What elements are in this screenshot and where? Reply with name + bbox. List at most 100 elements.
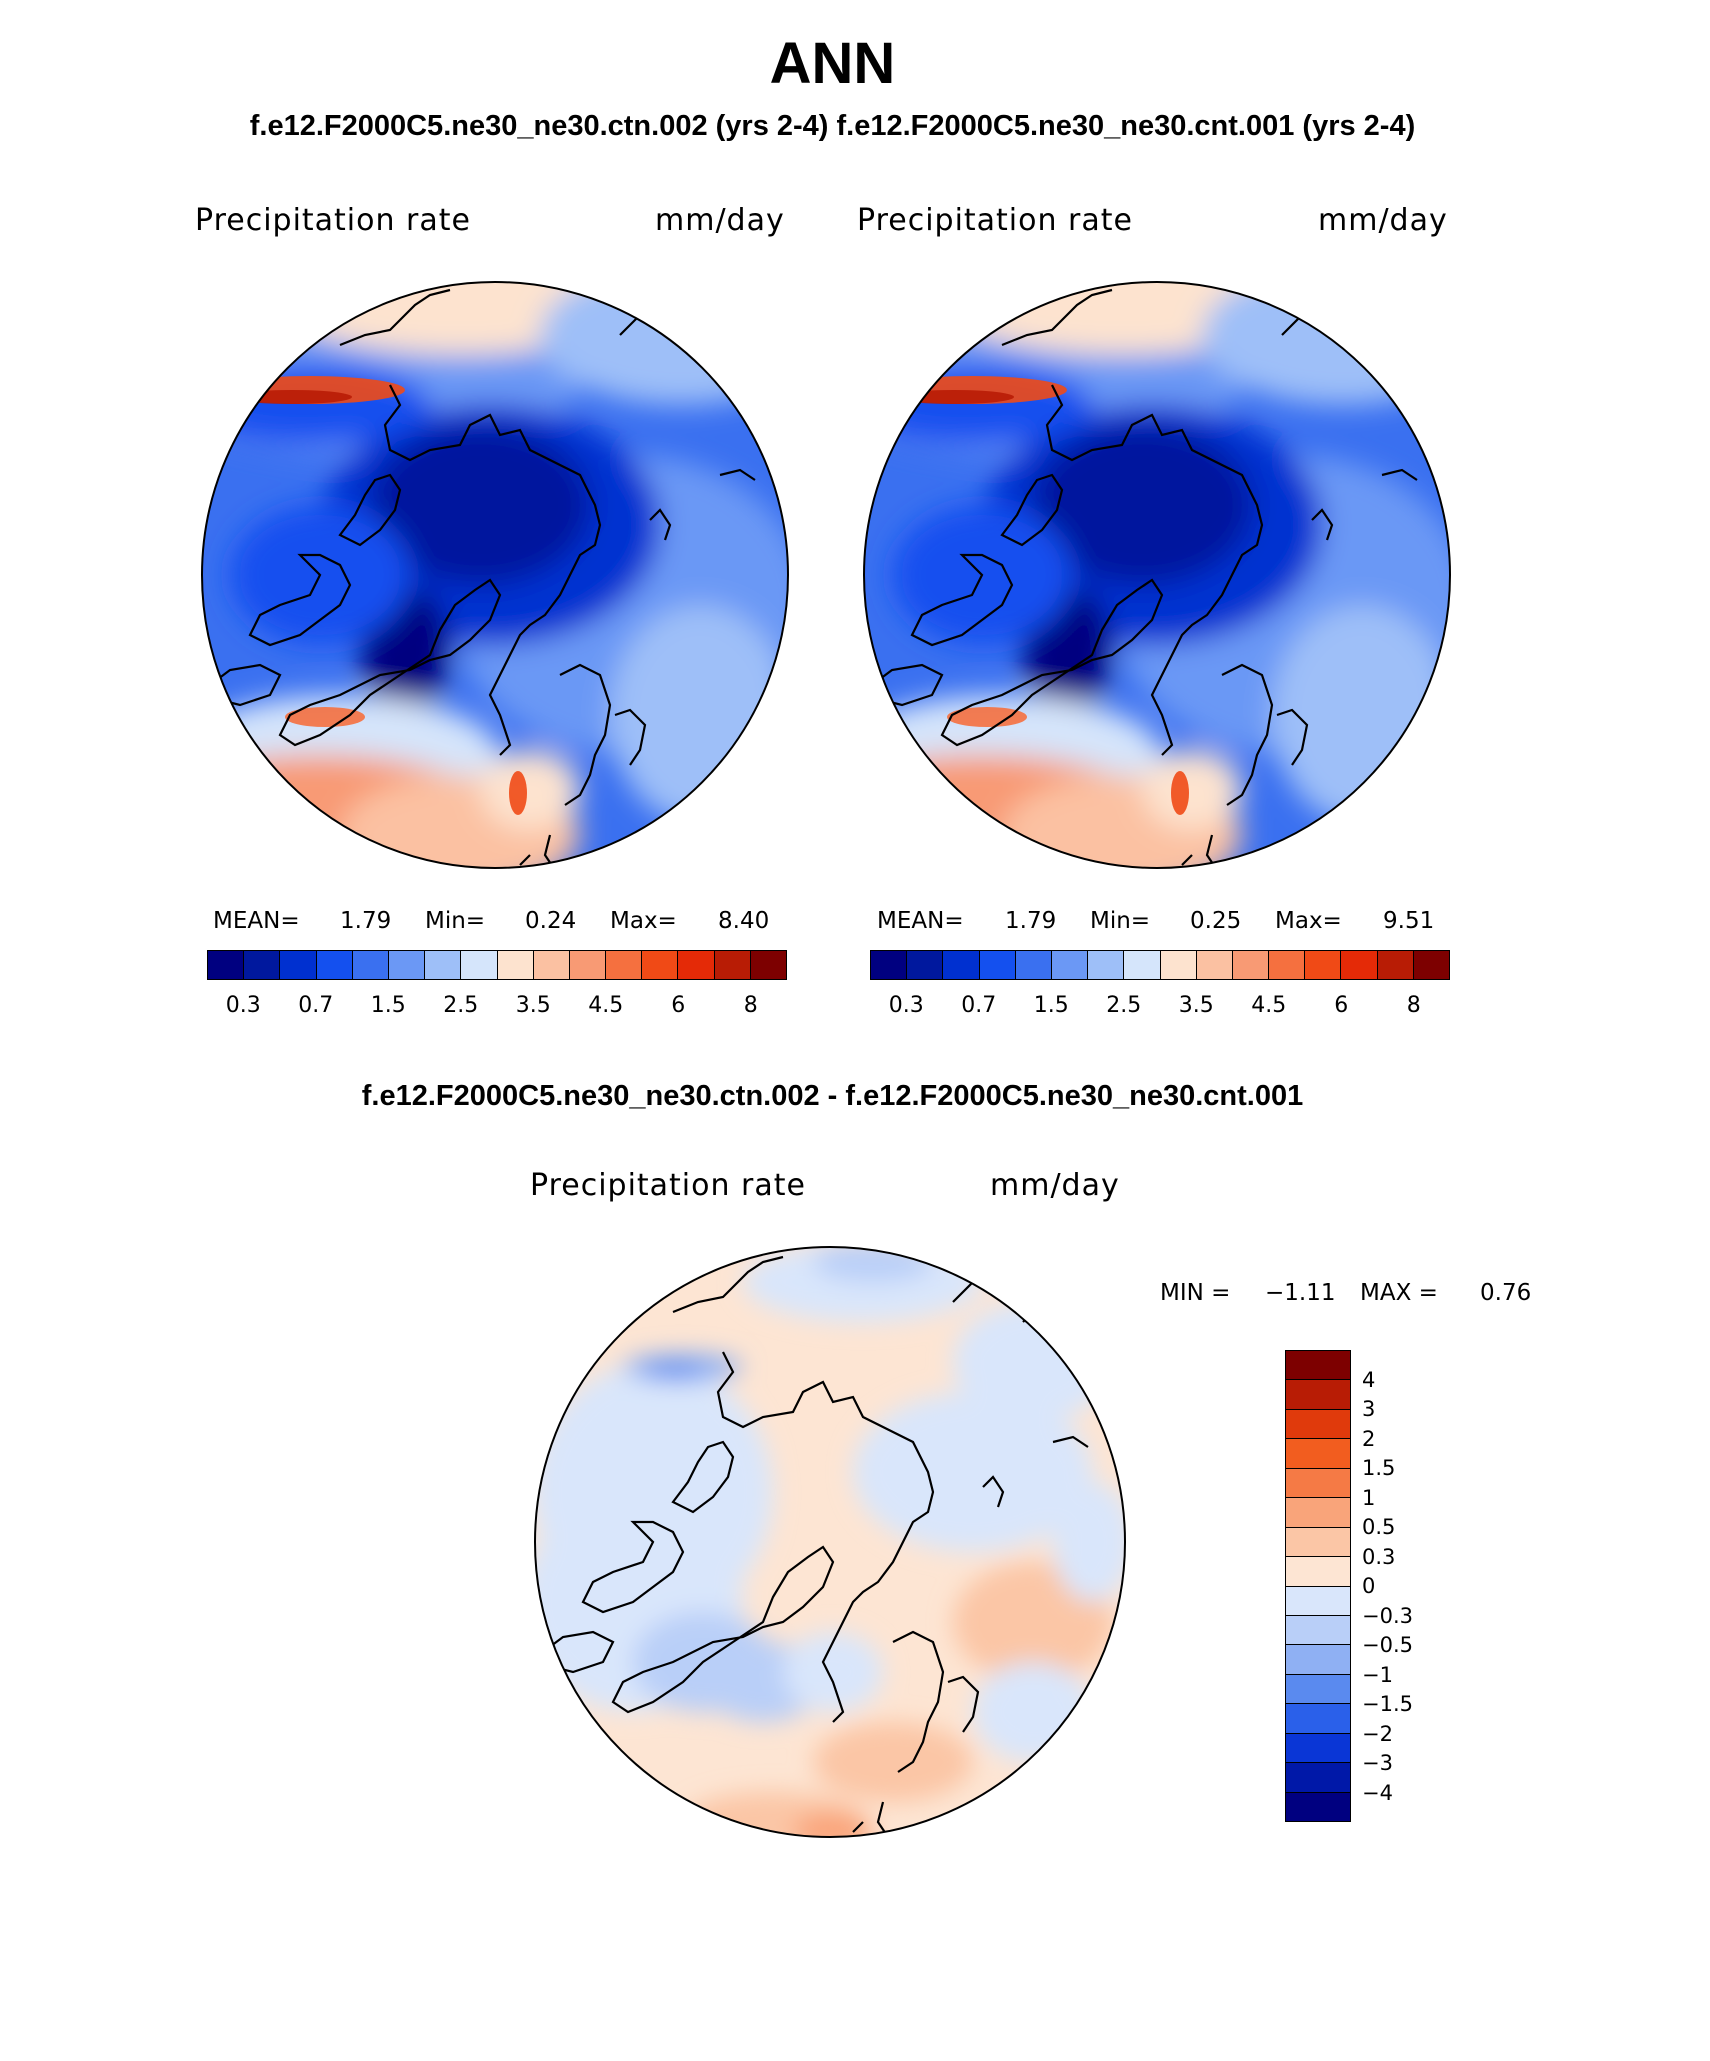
colorbar-tick-label: 2 <box>1362 1426 1376 1451</box>
colorbar-cell <box>606 951 643 979</box>
panel2-colorbar <box>870 950 1450 980</box>
panel2-colorbar-ticks: 0.3 0.7 1.5 2.5 3.5 4.5 6 8 <box>870 993 1450 1023</box>
panel1-min-label: Min= <box>425 908 486 934</box>
colorbar-cell <box>1286 1792 1350 1821</box>
colorbar-cell <box>280 951 317 979</box>
colorbar-cell <box>943 951 980 979</box>
diff-variable-label: Precipitation rate <box>530 1168 806 1203</box>
colorbar-tick-label: 3.5 <box>1178 993 1214 1018</box>
panel1-colorbar-ticks: 0.3 0.7 1.5 2.5 3.5 4.5 6 8 <box>207 993 787 1023</box>
colorbar-tick-label: 0.7 <box>298 993 334 1018</box>
diff-max-value: 0.76 <box>1480 1280 1532 1306</box>
panel2-min-value: 0.25 <box>1190 908 1242 934</box>
colorbar-cell <box>1286 1409 1350 1440</box>
diff-min-label: MIN = <box>1160 1280 1231 1306</box>
panel2-mean-label: MEAN= <box>877 908 964 934</box>
colorbar-cell <box>678 951 715 979</box>
colorbar-cell <box>1286 1645 1350 1675</box>
difference-map <box>534 1246 1126 1838</box>
panel1-map <box>201 281 789 869</box>
colorbar-cell <box>461 951 498 979</box>
colorbar-cell <box>1051 951 1089 979</box>
colorbar-cell <box>352 951 389 979</box>
colorbar-tick-label: 1.5 <box>370 993 406 1018</box>
colorbar-cell <box>1286 1498 1350 1528</box>
colorbar-cell <box>642 951 679 979</box>
colorbar-tick-label: 2.5 <box>443 993 479 1018</box>
colorbar-tick-label: 8 <box>1406 993 1421 1018</box>
colorbar-cell <box>1286 1527 1350 1558</box>
colorbar-cell <box>714 951 751 979</box>
panel1-colorbar <box>207 950 787 980</box>
colorbar-tick-label: −1.5 <box>1362 1692 1413 1716</box>
difference-colorbar <box>1285 1350 1351 1822</box>
colorbar-cell <box>1286 1439 1350 1469</box>
colorbar-cell <box>1124 951 1161 979</box>
panel2-max-label: Max= <box>1275 908 1342 934</box>
colorbar-cell <box>497 951 534 979</box>
colorbar-tick-label: 2.5 <box>1106 993 1142 1018</box>
colorbar-cell <box>1286 1586 1350 1616</box>
colorbar-cell <box>316 951 353 979</box>
colorbar-cell <box>388 951 426 979</box>
colorbar-tick-label: 6 <box>1334 993 1349 1018</box>
colorbar-tick-label: −4 <box>1362 1780 1393 1805</box>
colorbar-cell <box>1286 1380 1350 1410</box>
colorbar-tick-label: 4.5 <box>1251 993 1287 1018</box>
colorbar-tick-label: −2 <box>1362 1721 1393 1746</box>
panel1-max-value: 8.40 <box>718 908 770 934</box>
panel2-max-value: 9.51 <box>1383 908 1435 934</box>
colorbar-cell <box>1286 1763 1350 1793</box>
colorbar-cell <box>1232 951 1270 979</box>
colorbar-tick-label: −0.3 <box>1362 1603 1413 1628</box>
colorbar-tick-label: −1 <box>1362 1662 1393 1687</box>
panel1-min-value: 0.24 <box>525 908 577 934</box>
colorbar-cell <box>1160 951 1197 979</box>
diff-units-label: mm/day <box>990 1168 1120 1203</box>
colorbar-tick-label: 0.3 <box>888 993 924 1018</box>
colorbar-cell <box>244 951 281 979</box>
colorbar-cell <box>871 951 908 979</box>
difference-title: f.e12.F2000C5.ne30_ne30.ctn.002 - f.e12.… <box>361 1080 1304 1112</box>
panel1-mean-value: 1.79 <box>340 908 392 934</box>
colorbar-cell <box>1286 1674 1350 1705</box>
figure-title: ANN <box>769 31 896 96</box>
panel2-min-label: Min= <box>1090 908 1151 934</box>
colorbar-tick-label: 0.7 <box>961 993 997 1018</box>
difference-colorbar-ticks: 4 3 2 1.5 1 0.5 0.3 0 −0.3 −0.5 −1 −1.5 −2 −3 −4 <box>1362 1350 1442 1822</box>
colorbar-tick-label: 3 <box>1362 1397 1376 1421</box>
colorbar-cell <box>1286 1615 1350 1646</box>
colorbar-tick-label: 1.5 <box>1033 993 1069 1018</box>
colorbar-tick-label: 0.5 <box>1362 1515 1396 1539</box>
colorbar-cell <box>1196 951 1233 979</box>
colorbar-cell <box>1286 1557 1350 1587</box>
colorbar-tick-label: 1.5 <box>1362 1456 1396 1480</box>
colorbar-cell <box>1286 1704 1350 1734</box>
colorbar-cell <box>1286 1733 1350 1764</box>
diff-min-value: −1.11 <box>1265 1280 1336 1306</box>
colorbar-tick-label: 4 <box>1362 1367 1376 1392</box>
panel2-variable-label: Precipitation rate <box>857 203 1133 238</box>
colorbar-tick-label: −0.5 <box>1362 1633 1413 1657</box>
diff-max-label: MAX = <box>1360 1280 1438 1306</box>
colorbar-tick-label: 4.5 <box>588 993 624 1018</box>
colorbar-cell <box>1015 951 1052 979</box>
colorbar-cell <box>907 951 944 979</box>
colorbar-tick-label: 3.5 <box>515 993 551 1018</box>
colorbar-tick-label: 1 <box>1362 1485 1376 1510</box>
colorbar-cell <box>979 951 1016 979</box>
colorbar-tick-label: −3 <box>1362 1751 1393 1775</box>
colorbar-tick-label: 8 <box>743 993 758 1018</box>
colorbar-tick-label: 6 <box>671 993 686 1018</box>
colorbar-cell <box>425 951 462 979</box>
colorbar-tick-label: 0 <box>1362 1574 1376 1598</box>
colorbar-cell <box>1286 1468 1350 1499</box>
colorbar-cell <box>750 951 786 979</box>
colorbar-cell <box>1377 951 1414 979</box>
colorbar-cell <box>208 951 245 979</box>
colorbar-tick-label: 0.3 <box>1362 1544 1396 1569</box>
colorbar-cell <box>1305 951 1342 979</box>
colorbar-cell <box>1286 1351 1350 1381</box>
panel1-max-label: Max= <box>610 908 677 934</box>
panel2-map <box>863 281 1451 869</box>
